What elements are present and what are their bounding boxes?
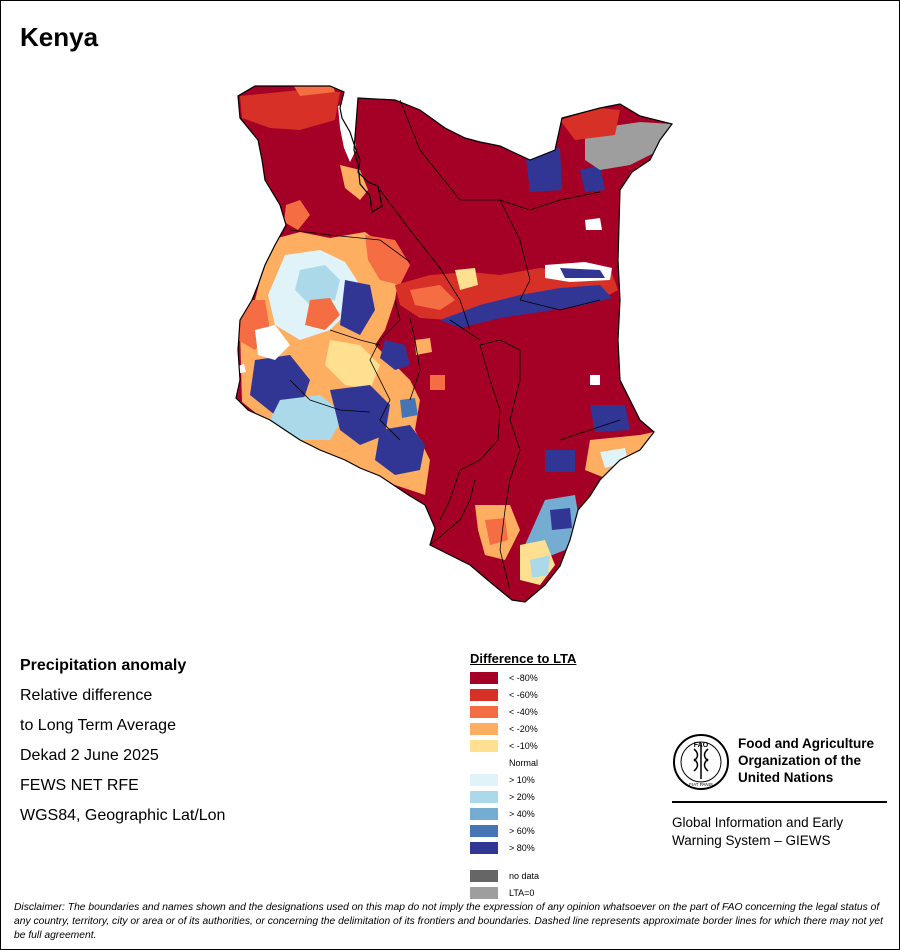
country-title: Kenya — [20, 22, 99, 52]
legend-swatch — [470, 774, 498, 786]
legend-swatch — [470, 887, 498, 899]
map-info: Precipitation anomaly Relative differenc… — [20, 656, 225, 836]
legend-swatch — [470, 672, 498, 684]
fao-logo-icon: FAO FIAT PANIS — [673, 734, 729, 790]
legend-swatch — [470, 825, 498, 837]
legend-swatch — [470, 842, 498, 854]
info-measure: Relative difference — [20, 687, 153, 704]
legend-label: < -60% — [509, 690, 538, 700]
fao-name-line2: Organization of the — [738, 753, 861, 768]
legend-label: < -80% — [509, 673, 538, 683]
legend-label: LTA=0 — [509, 888, 535, 898]
anomaly-raster — [236, 86, 672, 602]
fao-logo-letters: FAO — [694, 742, 709, 749]
legend-label: > 40% — [509, 809, 535, 819]
legend-swatch — [470, 689, 498, 701]
legend-swatch — [470, 706, 498, 718]
legend-label: < -20% — [509, 724, 538, 734]
legend-swatch — [470, 870, 498, 882]
kenya-anomaly-map — [235, 85, 674, 603]
fao-name-line1: Food and Agriculture — [738, 736, 874, 751]
fao-divider — [672, 801, 887, 803]
legend-label: Normal — [509, 758, 539, 768]
legend-swatch — [470, 791, 498, 803]
legend-swatch — [470, 723, 498, 735]
disclaimer: Disclaimer: The boundaries and names sho… — [14, 902, 883, 941]
legend-swatch — [470, 740, 498, 752]
legend-label: > 80% — [509, 843, 535, 853]
legend-swatch — [470, 808, 498, 820]
legend-label: no data — [509, 871, 540, 881]
info-source: FEWS NET RFE — [20, 777, 139, 794]
fao-name-line3: United Nations — [738, 770, 834, 785]
legend-label: > 10% — [509, 775, 535, 785]
giews-line1: Global Information and Early — [672, 815, 844, 830]
legend-label: < -10% — [509, 741, 538, 751]
giews-line2: Warning System – GIEWS — [672, 833, 831, 848]
fao-logo-motto: FIAT PANIS — [689, 782, 713, 787]
fao-name: Food and Agriculture Organization of the… — [738, 735, 898, 786]
info-product: Precipitation anomaly — [20, 657, 187, 674]
legend-label: > 60% — [509, 826, 535, 836]
legend-title: Difference to LTA — [470, 651, 577, 666]
info-projection: WGS84, Geographic Lat/Lon — [20, 807, 226, 824]
legend-label: < -40% — [509, 707, 538, 717]
info-period: Dekad 2 June 2025 — [20, 747, 159, 764]
info-reference: to Long Term Average — [20, 717, 176, 734]
legend: Difference to LTA < -80% < -60% < -40% < -2… — [470, 651, 577, 899]
legend-label: > 20% — [509, 792, 535, 802]
giews-name: Global Information and Early Warning Sys… — [672, 814, 892, 850]
